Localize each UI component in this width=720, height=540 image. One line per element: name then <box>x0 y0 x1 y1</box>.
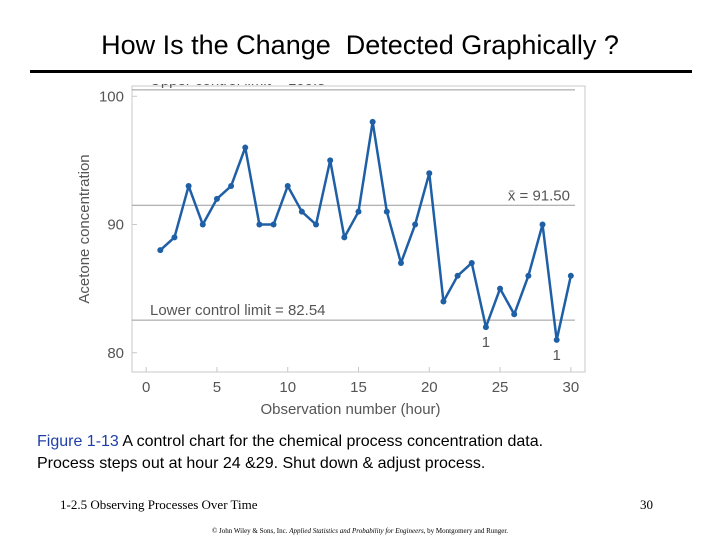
x-tick-label: 25 <box>492 379 509 396</box>
data-point <box>567 272 574 279</box>
x-tick-label: 0 <box>142 379 150 396</box>
x-tick-label: 15 <box>350 379 367 396</box>
data-point <box>185 183 192 190</box>
slide-title: How Is the Change Detected Graphically ? <box>101 30 619 60</box>
data-point <box>270 221 277 228</box>
out-of-control-marker: 1 <box>482 334 490 351</box>
figure-caption: Figure 1-13 A control chart for the chem… <box>37 431 697 475</box>
figure-label: Figure 1-13 <box>37 433 119 450</box>
copyright-publisher: © John Wiley & Sons, Inc. <box>211 527 290 535</box>
y-tick-label: 100 <box>99 88 124 105</box>
upper-control-limit-label: Upper control limit = 100.5 <box>150 84 326 89</box>
copyright-book-title: Applied Statistics and Probability for E… <box>289 527 424 535</box>
x-tick-label: 10 <box>279 379 296 396</box>
data-point <box>355 208 362 215</box>
x-tick-label: 20 <box>421 379 438 396</box>
data-point <box>341 234 348 241</box>
data-point <box>383 208 390 215</box>
footer-section-title: 1-2.5 Observing Processes Over Time <box>60 497 258 512</box>
data-point <box>171 234 178 241</box>
data-point <box>213 195 220 202</box>
data-point <box>553 336 560 343</box>
data-point <box>454 272 461 279</box>
copyright-authors: , by Montgomery and Runger. <box>423 527 509 535</box>
data-point <box>497 285 504 292</box>
plot-frame <box>131 85 586 373</box>
out-of-control-marker: 1 <box>553 347 561 364</box>
data-point <box>397 259 404 266</box>
data-point <box>284 183 291 190</box>
data-point <box>327 157 334 164</box>
data-point <box>539 221 546 228</box>
data-point <box>199 221 206 228</box>
series-line <box>159 120 573 342</box>
y-tick-label: 90 <box>107 217 124 234</box>
x-tick-label: 5 <box>213 379 221 396</box>
x-axis-label: Observation number (hour) <box>260 401 440 418</box>
data-point <box>440 298 447 305</box>
footer-page-number: 30 <box>640 497 653 512</box>
figure-caption-line2: Process steps out at hour 24 &29. Shut d… <box>37 455 486 472</box>
data-point <box>242 144 249 151</box>
title-underline <box>30 70 692 73</box>
data-point <box>298 208 305 215</box>
y-axis-label: Acetone concentration <box>76 154 93 303</box>
data-point <box>426 170 433 177</box>
center-line-mean-label: x̄ = 91.50 <box>508 187 570 204</box>
copyright-notice: © John Wiley & Sons, Inc. Applied Statis… <box>0 527 720 535</box>
control-chart: 0 5 10 15 20 25 30 80 90 100 Observation number (h… <box>75 72 590 420</box>
data-point <box>412 221 419 228</box>
data-point <box>256 221 263 228</box>
y-tick-label: 80 <box>107 345 124 362</box>
data-point <box>157 247 164 254</box>
data-point <box>482 324 489 331</box>
data-point <box>369 118 376 125</box>
figure-caption-text: A control chart for the chemical process… <box>118 433 544 450</box>
data-point <box>228 183 235 190</box>
lower-control-limit-label: Lower control limit = 82.54 <box>150 302 326 319</box>
x-tick-label: 30 <box>563 379 580 396</box>
control-chart-svg: 0 5 10 15 20 25 30 80 90 100 Observation number (h… <box>76 72 586 418</box>
data-point <box>468 259 475 266</box>
data-point <box>511 311 518 318</box>
data-point <box>313 221 320 228</box>
data-point <box>525 272 532 279</box>
